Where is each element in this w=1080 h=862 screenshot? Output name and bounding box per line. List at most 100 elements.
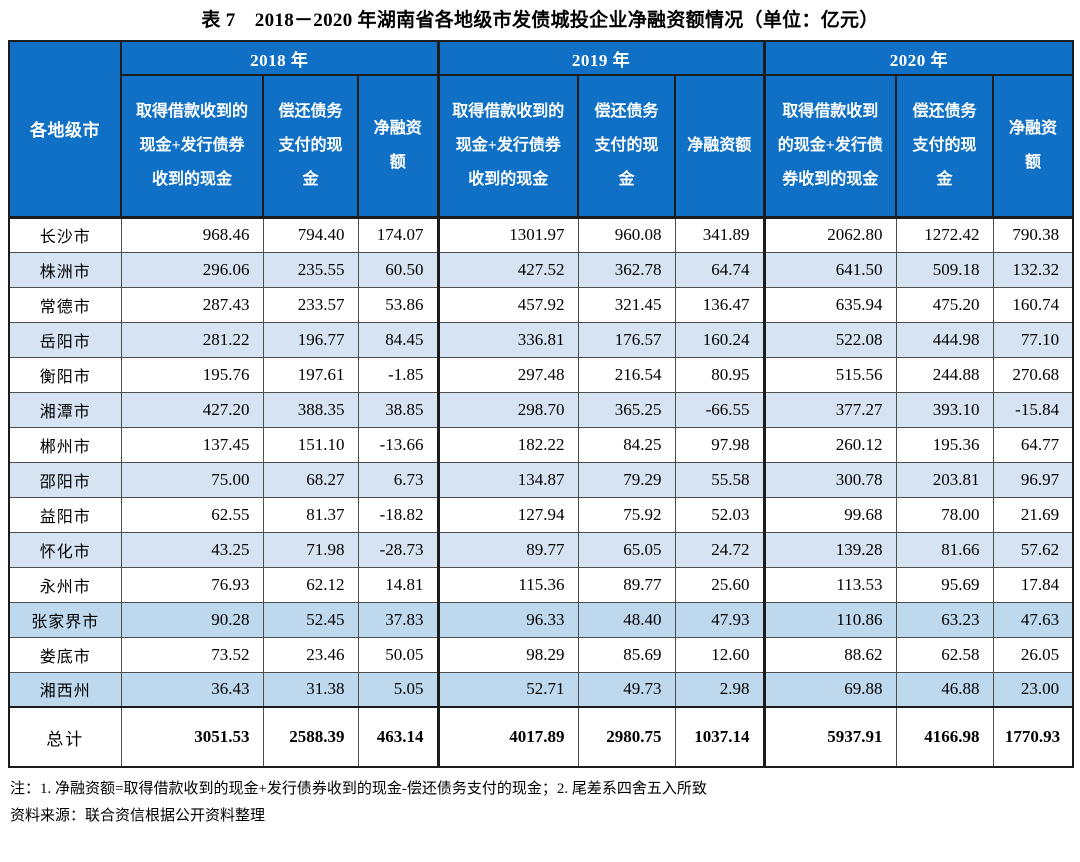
value-cell: 85.69 — [577, 636, 676, 673]
value-cell: 47.63 — [992, 601, 1074, 638]
value-cell: 297.48 — [436, 356, 579, 393]
value-cell: 90.28 — [120, 601, 264, 638]
value-cell: 115.36 — [436, 566, 579, 603]
value-cell: 794.40 — [262, 216, 359, 253]
col-header-2019-cash-received: 取得借款收到的现金+发行债券收到的现金 — [436, 74, 580, 218]
table-row: 郴州市 137.45 151.10 -13.66 182.22 84.25 97.98 260… — [8, 426, 1074, 463]
value-cell: 95.69 — [895, 566, 994, 603]
row-city-label: 怀化市 — [8, 531, 122, 568]
value-cell: 71.98 — [262, 531, 359, 568]
value-cell: 968.46 — [120, 216, 264, 253]
row-city-label: 常德市 — [8, 286, 122, 323]
table-row: 张家界市 90.28 52.45 37.83 96.33 48.40 47.93 110.86… — [8, 601, 1074, 638]
report-page: 表 7 2018－2020 年湖南省各地级市发债城投企业净融资额情况（单位：亿元… — [8, 10, 1075, 830]
table-row: 永州市 76.93 62.12 14.81 115.36 89.77 25.60 113.53… — [8, 566, 1074, 603]
value-cell: 12.60 — [674, 636, 765, 673]
source-line: 资料来源：联合资信根据公开资料整理 — [10, 808, 266, 824]
row-city-label: 张家界市 — [8, 601, 122, 638]
value-cell: 281.22 — [120, 321, 264, 358]
row-city-label: 娄底市 — [8, 636, 122, 673]
value-cell: -18.82 — [357, 496, 439, 533]
value-cell: 388.35 — [262, 391, 359, 428]
value-cell: 81.37 — [262, 496, 359, 533]
value-cell: 137.45 — [120, 426, 264, 463]
value-cell: 23.46 — [262, 636, 359, 673]
value-cell: 641.50 — [762, 251, 897, 288]
value-cell: 52.03 — [674, 496, 765, 533]
footnotes: 注：1. 净融资额=取得借款收到的现金+发行债券收到的现金-偿还债务支付的现金；… — [8, 768, 1072, 830]
value-cell: 113.53 — [762, 566, 897, 603]
value-cell: 1272.42 — [895, 216, 994, 253]
value-cell: 2062.80 — [762, 216, 897, 253]
total-label: 总计 — [8, 706, 122, 768]
value-cell: 96.97 — [992, 461, 1074, 498]
table-row: 湘潭市 427.20 388.35 38.85 298.70 365.25 -66.55 37… — [8, 391, 1074, 428]
value-cell: 48.40 — [577, 601, 676, 638]
value-cell: 84.45 — [357, 321, 439, 358]
value-cell: 89.77 — [436, 531, 579, 568]
sub-header-row: 取得借款收到的现金+发行债券收到的现金 偿还债务支付的现金 净融资额 取得借款收… — [9, 74, 1075, 218]
value-cell: 244.88 — [895, 356, 994, 393]
value-cell: 196.77 — [262, 321, 359, 358]
value-cell: 57.62 — [992, 531, 1074, 568]
value-cell: 6.73 — [357, 461, 439, 498]
value-cell: 43.25 — [120, 531, 264, 568]
value-cell: 53.86 — [357, 286, 439, 323]
value-cell: 52.71 — [436, 671, 579, 708]
total-2020-net-financing: 1770.93 — [992, 706, 1074, 768]
value-cell: 203.81 — [895, 461, 994, 498]
row-city-label: 邵阳市 — [8, 461, 122, 498]
value-cell: 36.43 — [120, 671, 264, 708]
value-cell: 73.52 — [120, 636, 264, 673]
row-city-label: 湘潭市 — [8, 391, 122, 428]
value-cell: 14.81 — [357, 566, 439, 603]
table-row: 湘西州 36.43 31.38 5.05 52.71 49.73 2.98 69.88 46.8… — [8, 671, 1074, 708]
value-cell: 139.28 — [762, 531, 897, 568]
value-cell: 5.05 — [357, 671, 439, 708]
corner-header-cities: 各地级市 — [8, 40, 122, 218]
total-row: 总计 3051.53 2588.39 463.14 4017.89 2980.7… — [8, 706, 1074, 768]
value-cell: -66.55 — [674, 391, 765, 428]
value-cell: 298.70 — [436, 391, 579, 428]
value-cell: -1.85 — [357, 356, 439, 393]
col-header-2019-net-financing: 净融资额 — [674, 74, 766, 218]
value-cell: 80.95 — [674, 356, 765, 393]
table-body: 长沙市 968.46 794.40 174.07 1301.97 960.08 341.89… — [8, 216, 1074, 708]
value-cell: 98.29 — [436, 636, 579, 673]
table-row: 衡阳市 195.76 197.61 -1.85 297.48 216.54 80.95 515… — [8, 356, 1074, 393]
value-cell: 62.12 — [262, 566, 359, 603]
value-cell: 24.72 — [674, 531, 765, 568]
value-cell: 62.55 — [120, 496, 264, 533]
value-cell: 427.52 — [436, 251, 579, 288]
value-cell: 78.00 — [895, 496, 994, 533]
value-cell: 296.06 — [120, 251, 264, 288]
value-cell: 197.61 — [262, 356, 359, 393]
value-cell: 134.87 — [436, 461, 579, 498]
value-cell: 79.29 — [577, 461, 676, 498]
total-2019-net-financing: 1037.14 — [674, 706, 765, 768]
row-city-label: 衡阳市 — [8, 356, 122, 393]
value-cell: 393.10 — [895, 391, 994, 428]
value-cell: 21.69 — [992, 496, 1074, 533]
value-cell: 216.54 — [577, 356, 676, 393]
value-cell: 160.24 — [674, 321, 765, 358]
table-row: 邵阳市 75.00 68.27 6.73 134.87 79.29 55.58 300.78 2… — [8, 461, 1074, 498]
total-2019-cash-received: 4017.89 — [436, 706, 579, 768]
value-cell: 50.05 — [357, 636, 439, 673]
value-cell: 427.20 — [120, 391, 264, 428]
value-cell: 47.93 — [674, 601, 765, 638]
value-cell: 260.12 — [762, 426, 897, 463]
value-cell: 365.25 — [577, 391, 676, 428]
value-cell: 52.45 — [262, 601, 359, 638]
value-cell: -28.73 — [357, 531, 439, 568]
table-row: 怀化市 43.25 71.98 -28.73 89.77 65.05 24.72 139.28… — [8, 531, 1074, 568]
year-header-2018: 2018 年 — [119, 40, 440, 76]
row-city-label: 湘西州 — [8, 671, 122, 708]
value-cell: 88.62 — [762, 636, 897, 673]
value-cell: 75.92 — [577, 496, 676, 533]
value-cell: 377.27 — [762, 391, 897, 428]
value-cell: 63.23 — [895, 601, 994, 638]
value-cell: 65.05 — [577, 531, 676, 568]
value-cell: 960.08 — [577, 216, 676, 253]
col-header-2019-debt-repaid: 偿还债务支付的现金 — [577, 74, 677, 218]
